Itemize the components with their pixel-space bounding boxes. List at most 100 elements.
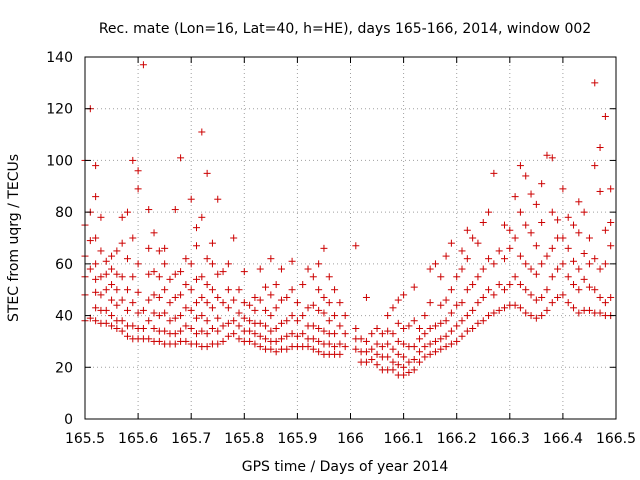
data-point <box>235 335 243 343</box>
data-point <box>559 185 567 193</box>
data-point <box>315 348 323 356</box>
data-point <box>309 301 317 309</box>
data-point <box>596 265 604 273</box>
data-point <box>272 337 280 345</box>
data-point <box>230 234 238 242</box>
data-point <box>224 332 232 340</box>
x-axis-label: GPS time / Days of year 2014 <box>242 459 449 475</box>
data-point <box>437 345 445 353</box>
data-point <box>208 325 216 332</box>
data-point <box>463 226 471 234</box>
data-point <box>262 283 270 291</box>
data-point <box>177 268 185 276</box>
data-point <box>277 335 285 343</box>
data-point <box>538 293 546 301</box>
data-point <box>426 325 434 332</box>
data-point <box>97 213 105 221</box>
data-point <box>575 286 583 294</box>
data-point <box>304 343 312 351</box>
data-point <box>362 293 370 301</box>
data-point <box>304 304 312 312</box>
data-point <box>559 260 567 268</box>
data-point <box>315 306 323 314</box>
data-point <box>86 265 94 273</box>
data-point <box>416 348 424 356</box>
data-point <box>580 208 588 216</box>
data-point <box>182 322 190 330</box>
data-point <box>113 247 121 255</box>
data-point <box>416 325 424 332</box>
data-point <box>155 273 163 281</box>
data-point <box>214 327 222 335</box>
data-point <box>495 281 503 289</box>
x-tick-label: 165.6 <box>118 431 158 447</box>
data-point <box>198 213 206 221</box>
data-point <box>235 309 243 317</box>
data-point <box>134 185 142 193</box>
data-point <box>92 162 100 170</box>
data-point <box>325 317 333 325</box>
data-point <box>490 309 498 317</box>
data-point <box>113 270 121 278</box>
data-point <box>262 322 270 330</box>
data-point <box>373 361 381 369</box>
data-point <box>177 291 185 299</box>
x-tick-label: 166 <box>337 431 364 447</box>
grid <box>85 57 616 419</box>
data-point <box>325 299 333 307</box>
data-point <box>538 180 546 188</box>
data-point <box>108 312 116 320</box>
data-point <box>442 343 450 351</box>
data-point <box>490 291 498 299</box>
data-point <box>262 306 270 314</box>
data-point <box>341 343 349 351</box>
data-point <box>161 309 169 317</box>
data-point <box>607 218 615 226</box>
data-point <box>410 366 418 374</box>
data-point <box>315 286 323 294</box>
data-point <box>86 237 94 245</box>
data-point <box>134 288 142 296</box>
data-point <box>102 286 110 294</box>
data-point <box>431 337 439 345</box>
data-point <box>416 335 424 343</box>
data-point <box>155 312 163 320</box>
data-point <box>453 301 461 309</box>
data-point <box>118 296 126 304</box>
data-point <box>447 286 455 294</box>
data-point <box>92 317 100 325</box>
data-point <box>272 348 280 356</box>
data-point <box>145 244 153 252</box>
data-point <box>203 317 211 325</box>
data-point <box>92 304 100 312</box>
data-point <box>187 260 195 268</box>
data-point <box>288 312 296 320</box>
x-tick-label: 166.4 <box>543 431 583 447</box>
data-point <box>92 193 100 201</box>
data-point <box>187 286 195 294</box>
data-point <box>235 286 243 294</box>
data-point <box>485 312 493 320</box>
data-point <box>134 260 142 268</box>
data-point <box>123 255 131 263</box>
data-point <box>601 112 609 120</box>
data-point <box>118 273 126 281</box>
data-point <box>224 260 232 268</box>
data-point <box>118 213 126 221</box>
data-point <box>453 322 461 330</box>
data-point <box>500 255 508 263</box>
data-point <box>426 350 434 358</box>
data-point <box>246 337 254 345</box>
data-point <box>400 340 408 348</box>
data-point <box>97 291 105 299</box>
data-point <box>431 348 439 356</box>
y-tick-label: 140 <box>46 50 73 66</box>
data-point <box>400 353 408 361</box>
data-point <box>182 337 190 345</box>
data-point <box>336 350 344 358</box>
data-point <box>108 296 116 304</box>
data-point <box>442 296 450 304</box>
data-point <box>522 286 530 294</box>
data-point <box>394 319 402 327</box>
